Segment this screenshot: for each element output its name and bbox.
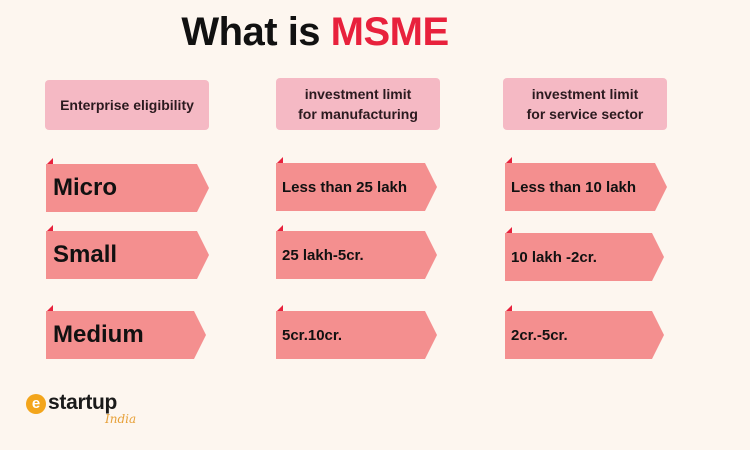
- manufacturing-small: 25 lakh-5cr.: [276, 231, 437, 279]
- value-label: 25 lakh-5cr.: [282, 246, 364, 264]
- header-service: investment limit for service sector: [503, 78, 667, 130]
- value-label: 2cr.-5cr.: [511, 326, 568, 344]
- header-manufacturing: investment limit for manufacturing: [276, 78, 440, 130]
- manufacturing-micro: Less than 25 lakh: [276, 163, 437, 211]
- category-label: Medium: [53, 321, 144, 348]
- category-label: Small: [53, 241, 118, 268]
- header-enterprise-eligibility: Enterprise eligibility: [45, 80, 209, 130]
- corner-flag: [276, 305, 283, 312]
- category-medium: Medium: [46, 311, 206, 359]
- estartup-logo: e startup India: [26, 391, 166, 432]
- category-micro: Micro: [46, 164, 209, 212]
- header-line-1: investment limit: [531, 86, 639, 102]
- page-title: What is MSME: [0, 10, 630, 55]
- category-small: Small: [46, 231, 209, 279]
- header-label: Enterprise eligibility: [60, 97, 194, 113]
- category-label: Micro: [53, 174, 118, 201]
- title-accent: MSME: [330, 10, 450, 54]
- corner-flag: [505, 157, 512, 164]
- value-label: Less than 10 lakh: [511, 178, 637, 196]
- corner-flag: [505, 227, 512, 234]
- service-small: 10 lakh -2cr.: [505, 233, 664, 281]
- logo-text: startup: [48, 391, 118, 414]
- header-line-2: for service sector: [526, 106, 644, 122]
- logo-script: India: [105, 412, 137, 426]
- title-prefix: What is: [181, 10, 331, 54]
- value-label: 10 lakh -2cr.: [511, 248, 597, 266]
- corner-flag: [46, 158, 53, 165]
- corner-flag: [276, 225, 283, 232]
- corner-flag: [276, 157, 283, 164]
- service-micro: Less than 10 lakh: [505, 163, 667, 211]
- manufacturing-medium: 5cr.10cr.: [276, 311, 437, 359]
- corner-flag: [505, 305, 512, 312]
- logo-badge-icon: e: [26, 394, 46, 414]
- value-label: 5cr.10cr.: [282, 326, 343, 344]
- corner-flag: [46, 305, 53, 312]
- header-line-1: investment limit: [304, 86, 412, 102]
- corner-flag: [46, 225, 53, 232]
- header-line-2: for manufacturing: [298, 106, 418, 122]
- service-medium: 2cr.-5cr.: [505, 311, 664, 359]
- value-label: Less than 25 lakh: [282, 178, 408, 196]
